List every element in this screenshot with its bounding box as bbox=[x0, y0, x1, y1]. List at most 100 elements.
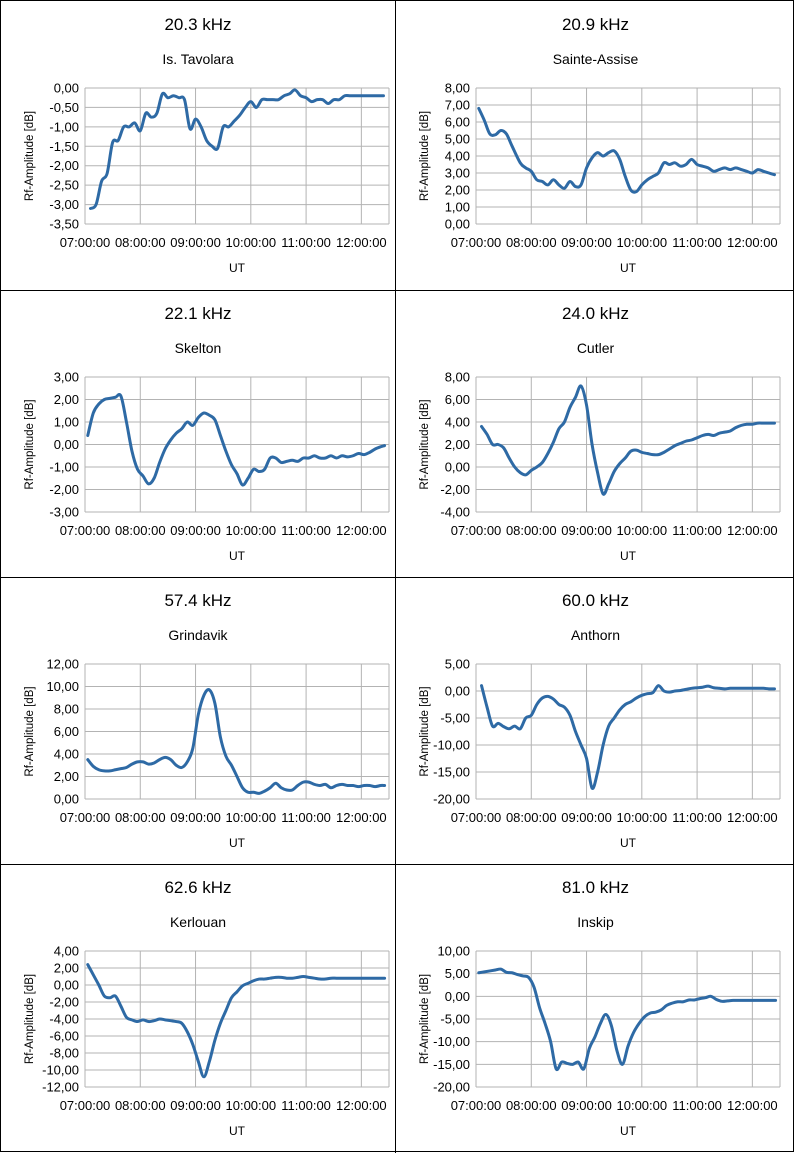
chart-plot: -4,00 -2,00 0,00 2,00 4,00 6,00 8,00 07:00:00 08… bbox=[419, 370, 781, 563]
x-tick-label: 08:00:00 bbox=[506, 235, 557, 250]
chart-panel-62-6: 62.6 kHz Kerlouan -12,00 -10,00 -8,00 -6,00… bbox=[1, 864, 395, 1153]
y-tick-label: -0,50 bbox=[49, 100, 79, 115]
y-tick-label: 12,00 bbox=[46, 657, 79, 672]
y-tick-label: 1,00 bbox=[54, 415, 79, 430]
y-axis-label: Rf-Amplitude [dB] bbox=[419, 399, 431, 489]
x-tick-label: 09:00:00 bbox=[170, 1098, 221, 1113]
y-axis-label: Rf-Amplitude [dB] bbox=[24, 686, 36, 776]
y-tick-label: 4,00 bbox=[54, 944, 79, 959]
x-tick-label: 07:00:00 bbox=[60, 523, 111, 538]
x-tick-label: 11:00:00 bbox=[281, 1098, 331, 1113]
y-tick-label: 4,00 bbox=[445, 415, 470, 430]
y-tick-label: -2,00 bbox=[49, 995, 79, 1010]
y-tick-label: 5,00 bbox=[445, 132, 470, 147]
y-axis-label: Rf-Amplitude [dB] bbox=[419, 686, 431, 776]
y-tick-label: -5,00 bbox=[440, 711, 470, 726]
y-tick-label: 4,00 bbox=[54, 747, 79, 762]
x-axis-label: UT bbox=[620, 1124, 637, 1138]
y-tick-label: 2,00 bbox=[54, 392, 79, 407]
y-tick-label: -2,50 bbox=[49, 178, 79, 193]
x-tick-label: 12:00:00 bbox=[727, 235, 778, 250]
y-tick-label: 3,00 bbox=[54, 370, 79, 385]
y-tick-label: 0,00 bbox=[54, 978, 79, 993]
x-tick-label: 10:00:00 bbox=[617, 235, 668, 250]
series-line bbox=[89, 88, 385, 210]
y-tick-label: 0,00 bbox=[445, 217, 470, 232]
y-tick-label: -4,00 bbox=[49, 1012, 79, 1027]
x-tick-label: 10:00:00 bbox=[226, 1098, 277, 1113]
y-tick-label: -3,50 bbox=[49, 217, 79, 232]
grid-divider-horizontal bbox=[1, 864, 794, 865]
chart-plot: -3,50 -3,00 -2,50 -2,00 -1,50 -1,00 -0,50 0,00 0… bbox=[24, 81, 390, 275]
chart-title: 60.0 kHz bbox=[561, 591, 630, 610]
y-tick-label: -2,00 bbox=[49, 158, 79, 173]
y-tick-label: -10,00 bbox=[433, 1034, 470, 1049]
x-axis-label: UT bbox=[620, 549, 637, 563]
series-line bbox=[86, 688, 387, 795]
x-axis-label: UT bbox=[229, 261, 246, 275]
y-tick-label: 10,00 bbox=[437, 944, 470, 959]
y-tick-label: 5,00 bbox=[445, 657, 470, 672]
x-axis-label: UT bbox=[229, 549, 246, 563]
y-axis-label: Rf-Amplitude [dB] bbox=[419, 111, 431, 201]
y-tick-label: 8,00 bbox=[445, 81, 470, 96]
series-line bbox=[86, 393, 387, 487]
chart-subtitle: Kerlouan bbox=[169, 914, 227, 930]
chart-title: 81.0 kHz bbox=[561, 878, 630, 897]
y-tick-label: -3,00 bbox=[49, 197, 79, 212]
y-tick-label: 2,00 bbox=[54, 961, 79, 976]
y-axis-label: Rf-Amplitude [dB] bbox=[24, 111, 36, 201]
chart-panel-57-4: 57.4 kHz Grindavik 0,00 2,00 4,00 6,00 8,00 1… bbox=[1, 577, 395, 864]
x-tick-label: 11:00:00 bbox=[281, 523, 331, 538]
series-line bbox=[480, 384, 776, 496]
y-tick-label: -12,00 bbox=[42, 1080, 79, 1095]
y-tick-label: -10,00 bbox=[433, 738, 470, 753]
x-tick-label: 09:00:00 bbox=[170, 810, 221, 825]
x-axis-label: UT bbox=[620, 261, 637, 275]
y-tick-label: -1,00 bbox=[49, 119, 79, 134]
x-tick-label: 10:00:00 bbox=[617, 810, 668, 825]
y-tick-label: 0,00 bbox=[445, 460, 470, 475]
chart-title: 57.4 kHz bbox=[164, 591, 232, 610]
y-tick-label: -20,00 bbox=[433, 1080, 470, 1095]
x-tick-label: 08:00:00 bbox=[506, 1098, 557, 1113]
chart-title: 20.3 kHz bbox=[164, 15, 232, 34]
y-tick-label: -3,00 bbox=[49, 505, 79, 520]
chart-panel-20-9: 20.9 kHz Sainte-Assise 0,00 1,00 2,00 3,00 4… bbox=[396, 1, 794, 290]
chart-subtitle: Skelton bbox=[174, 340, 222, 356]
y-tick-label: 10,00 bbox=[46, 679, 79, 694]
y-tick-label: 0,00 bbox=[445, 989, 470, 1004]
chart-panel-81-0: 81.0 kHz Inskip -20,00 -15,00 -10,00 -5,00 0… bbox=[396, 864, 794, 1153]
y-tick-label: 7,00 bbox=[445, 98, 470, 113]
chart-panel-22-1: 22.1 kHz Skelton -3,00 -2,00 -1,00 0,00 1,00… bbox=[1, 290, 395, 577]
y-tick-label: 0,00 bbox=[445, 684, 470, 699]
x-tick-label: 10:00:00 bbox=[226, 235, 277, 250]
x-tick-label: 11:00:00 bbox=[672, 1098, 722, 1113]
y-tick-label: 2,00 bbox=[445, 437, 470, 452]
y-tick-label: -2,00 bbox=[49, 482, 79, 497]
x-tick-label: 10:00:00 bbox=[226, 810, 277, 825]
x-axis-label: UT bbox=[229, 1124, 246, 1138]
x-tick-label: 10:00:00 bbox=[617, 1098, 668, 1113]
chart-subtitle: Anthorn bbox=[570, 627, 621, 643]
chart-subtitle: Is. Tavolara bbox=[162, 51, 234, 67]
y-tick-label: -6,00 bbox=[49, 1029, 79, 1044]
chart-panel-60-0: 60.0 kHz Anthorn -20,00 -15,00 -10,00 -5,00… bbox=[396, 577, 794, 864]
x-tick-label: 08:00:00 bbox=[115, 523, 166, 538]
y-tick-label: 5,00 bbox=[445, 966, 470, 981]
y-tick-label: 0,00 bbox=[54, 437, 79, 452]
x-tick-label: 09:00:00 bbox=[561, 810, 612, 825]
x-tick-label: 09:00:00 bbox=[561, 523, 612, 538]
y-axis-label: Rf-Amplitude [dB] bbox=[24, 399, 36, 489]
x-tick-label: 08:00:00 bbox=[506, 523, 557, 538]
chart-title: 62.6 kHz bbox=[164, 878, 232, 897]
chart-plot: -20,00 -15,00 -10,00 -5,00 0,00 5,00 10,00 07:0… bbox=[419, 944, 781, 1138]
x-tick-label: 12:00:00 bbox=[336, 810, 387, 825]
x-tick-label: 07:00:00 bbox=[60, 810, 111, 825]
x-tick-label: 11:00:00 bbox=[672, 523, 722, 538]
x-tick-label: 07:00:00 bbox=[60, 1098, 111, 1113]
x-tick-label: 08:00:00 bbox=[115, 810, 166, 825]
x-tick-label: 12:00:00 bbox=[336, 523, 387, 538]
x-tick-label: 12:00:00 bbox=[727, 810, 778, 825]
x-tick-label: 09:00:00 bbox=[170, 523, 221, 538]
